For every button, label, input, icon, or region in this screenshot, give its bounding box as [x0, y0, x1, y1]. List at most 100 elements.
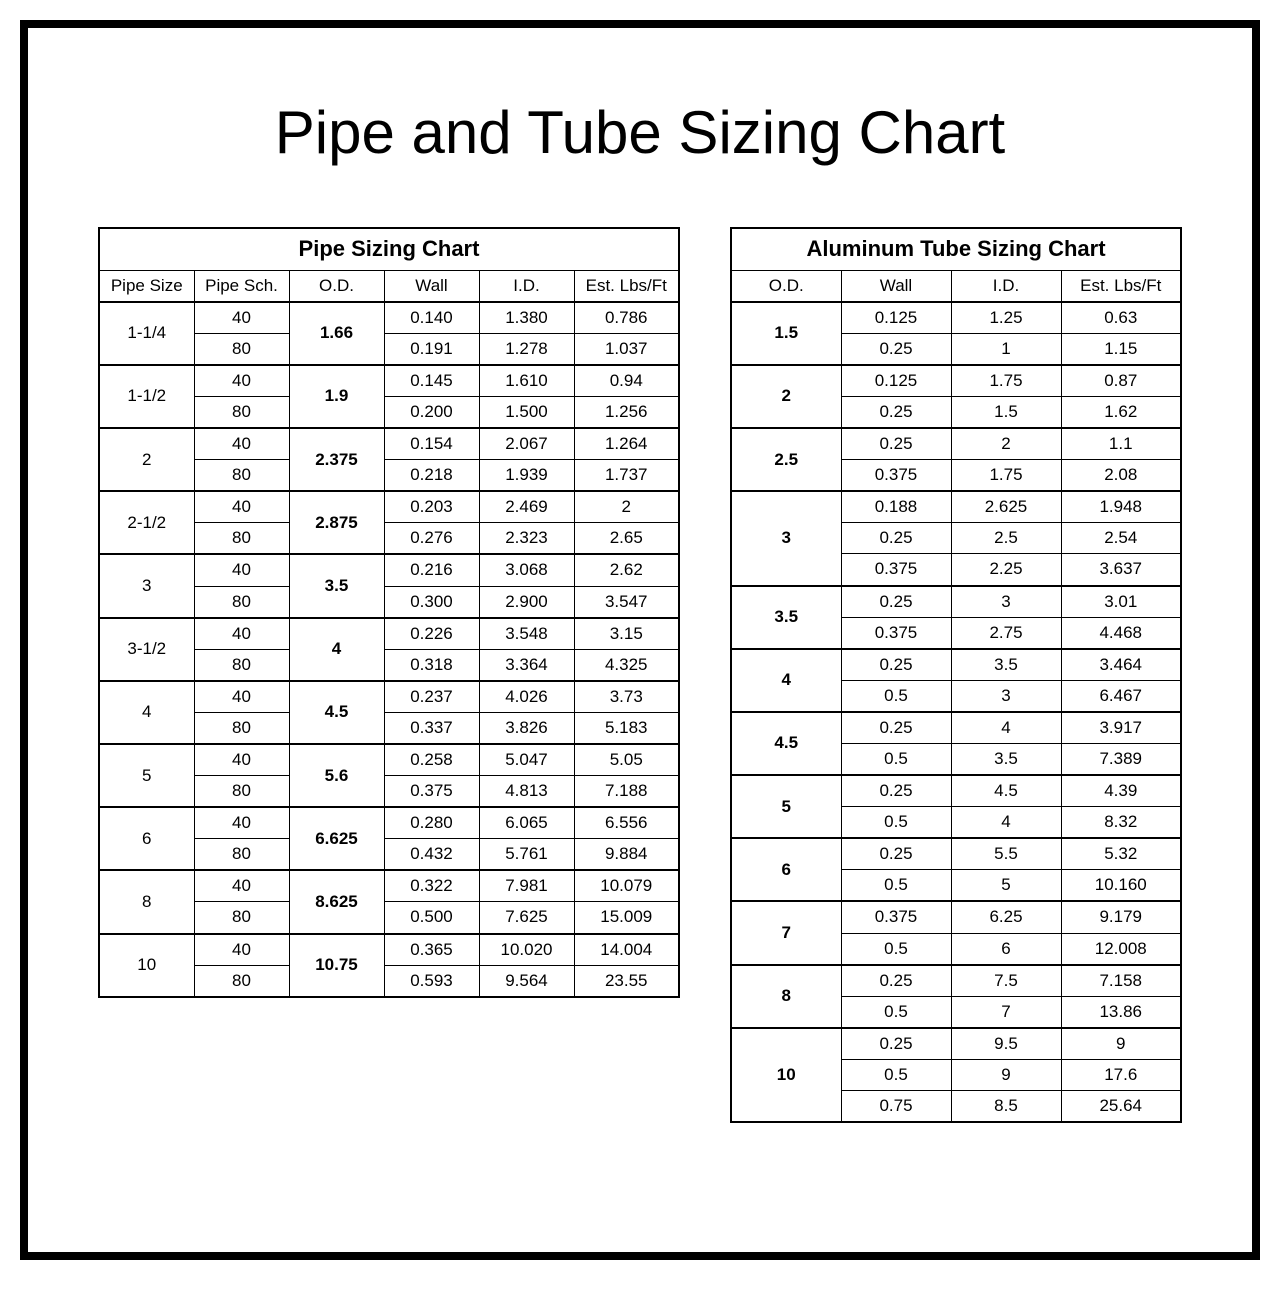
tube-id-cell: 2.25	[951, 554, 1061, 586]
table-row: 3-1/24040.2263.5483.15	[99, 618, 679, 650]
pipe-sch-cell: 40	[194, 302, 289, 334]
tube-id-cell: 4.5	[951, 775, 1061, 807]
tube-wall-cell: 0.25	[841, 586, 951, 618]
table-row: 30.1882.6251.948	[731, 491, 1181, 523]
table-row: 104010.750.36510.02014.004	[99, 934, 679, 966]
tube-od-cell: 4.5	[731, 712, 841, 775]
pipe-od-cell: 3.5	[289, 554, 384, 617]
pipe-id-cell: 3.068	[479, 554, 574, 586]
table-row: 2.50.2521.1	[731, 428, 1181, 460]
tube-id-cell: 7.5	[951, 965, 1061, 997]
table-row: 80.257.57.158	[731, 965, 1181, 997]
pipe-wall-cell: 0.216	[384, 554, 479, 586]
pipe-lbs-cell: 1.256	[574, 396, 679, 428]
pipe-id-cell: 2.067	[479, 428, 574, 460]
tube-wall-cell: 0.25	[841, 1028, 951, 1060]
tube-wall-cell: 0.25	[841, 333, 951, 365]
tube-id-cell: 6.25	[951, 901, 1061, 933]
pipe-id-cell: 4.813	[479, 776, 574, 808]
pipe-sch-cell: 40	[194, 618, 289, 650]
pipe-lbs-cell: 4.325	[574, 649, 679, 681]
pipe-sch-cell: 80	[194, 839, 289, 871]
pipe-od-cell: 5.6	[289, 744, 384, 807]
pipe-wall-cell: 0.322	[384, 870, 479, 902]
tube-id-cell: 6	[951, 933, 1061, 965]
tube-lbs-cell: 1.15	[1061, 333, 1181, 365]
tube-lbs-cell: 4.468	[1061, 617, 1181, 649]
tube-id-cell: 4	[951, 807, 1061, 839]
pipe-wall-cell: 0.375	[384, 776, 479, 808]
tube-wall-cell: 0.5	[841, 744, 951, 776]
tube-wall-cell: 0.25	[841, 965, 951, 997]
tube-table-header-row: O.D. Wall I.D. Est. Lbs/Ft	[731, 270, 1181, 302]
pipe-id-cell: 3.548	[479, 618, 574, 650]
pipe-wall-cell: 0.191	[384, 333, 479, 365]
tube-wall-cell: 0.5	[841, 870, 951, 902]
pipe-id-cell: 10.020	[479, 934, 574, 966]
pipe-lbs-cell: 15.009	[574, 902, 679, 934]
table-row: 4404.50.2374.0263.73	[99, 681, 679, 713]
pipe-sch-cell: 40	[194, 681, 289, 713]
tube-id-cell: 8.5	[951, 1091, 1061, 1123]
table-row: 1-1/4401.660.1401.3800.786	[99, 302, 679, 334]
pipe-sizing-table: Pipe Sizing Chart Pipe Size Pipe Sch. O.…	[98, 227, 680, 998]
pipe-lbs-cell: 3.15	[574, 618, 679, 650]
pipe-lbs-cell: 2.62	[574, 554, 679, 586]
tube-id-cell: 2.625	[951, 491, 1061, 523]
tube-id-cell: 3.5	[951, 649, 1061, 681]
page-title: Pipe and Tube Sizing Chart	[78, 98, 1202, 167]
pipe-size-cell: 2-1/2	[99, 491, 194, 554]
pipe-size-cell: 1-1/4	[99, 302, 194, 365]
pipe-sch-cell: 80	[194, 965, 289, 997]
pipe-lbs-cell: 23.55	[574, 965, 679, 997]
tube-od-cell: 3.5	[731, 586, 841, 649]
pipe-size-cell: 10	[99, 934, 194, 997]
tube-lbs-cell: 10.160	[1061, 870, 1181, 902]
pipe-col-lbs: Est. Lbs/Ft	[574, 270, 679, 302]
pipe-id-cell: 2.469	[479, 491, 574, 523]
pipe-lbs-cell: 14.004	[574, 934, 679, 966]
pipe-id-cell: 1.939	[479, 460, 574, 492]
pipe-wall-cell: 0.145	[384, 365, 479, 397]
pipe-sch-cell: 80	[194, 586, 289, 618]
pipe-lbs-cell: 2.65	[574, 523, 679, 555]
document-frame: Pipe and Tube Sizing Chart Pipe Sizing C…	[20, 20, 1260, 1260]
pipe-lbs-cell: 6.556	[574, 807, 679, 839]
pipe-sch-cell: 40	[194, 744, 289, 776]
table-row: 4.50.2543.917	[731, 712, 1181, 744]
pipe-lbs-cell: 3.547	[574, 586, 679, 618]
tube-lbs-cell: 1.1	[1061, 428, 1181, 460]
tube-wall-cell: 0.375	[841, 901, 951, 933]
table-row: 70.3756.259.179	[731, 901, 1181, 933]
tube-lbs-cell: 9.179	[1061, 901, 1181, 933]
table-row: 60.255.55.32	[731, 838, 1181, 870]
tube-lbs-cell: 6.467	[1061, 680, 1181, 712]
tube-wall-cell: 0.25	[841, 712, 951, 744]
pipe-size-cell: 4	[99, 681, 194, 744]
pipe-wall-cell: 0.237	[384, 681, 479, 713]
pipe-lbs-cell: 10.079	[574, 870, 679, 902]
tube-wall-cell: 0.375	[841, 554, 951, 586]
table-row: 3403.50.2163.0682.62	[99, 554, 679, 586]
tables-container: Pipe Sizing Chart Pipe Size Pipe Sch. O.…	[78, 227, 1202, 1123]
tube-id-cell: 3.5	[951, 744, 1061, 776]
pipe-size-cell: 3	[99, 554, 194, 617]
tube-lbs-cell: 4.39	[1061, 775, 1181, 807]
table-row: 40.253.53.464	[731, 649, 1181, 681]
tube-od-cell: 5	[731, 775, 841, 838]
tube-id-cell: 1.75	[951, 460, 1061, 492]
tube-od-cell: 7	[731, 901, 841, 964]
tube-wall-cell: 0.125	[841, 302, 951, 334]
tube-col-lbs: Est. Lbs/Ft	[1061, 270, 1181, 302]
pipe-wall-cell: 0.218	[384, 460, 479, 492]
pipe-wall-cell: 0.318	[384, 649, 479, 681]
tube-wall-cell: 0.25	[841, 838, 951, 870]
pipe-sch-cell: 80	[194, 712, 289, 744]
pipe-sch-cell: 40	[194, 365, 289, 397]
pipe-od-cell: 1.9	[289, 365, 384, 428]
pipe-col-size: Pipe Size	[99, 270, 194, 302]
tube-id-cell: 5.5	[951, 838, 1061, 870]
pipe-size-cell: 5	[99, 744, 194, 807]
pipe-wall-cell: 0.337	[384, 712, 479, 744]
pipe-wall-cell: 0.140	[384, 302, 479, 334]
